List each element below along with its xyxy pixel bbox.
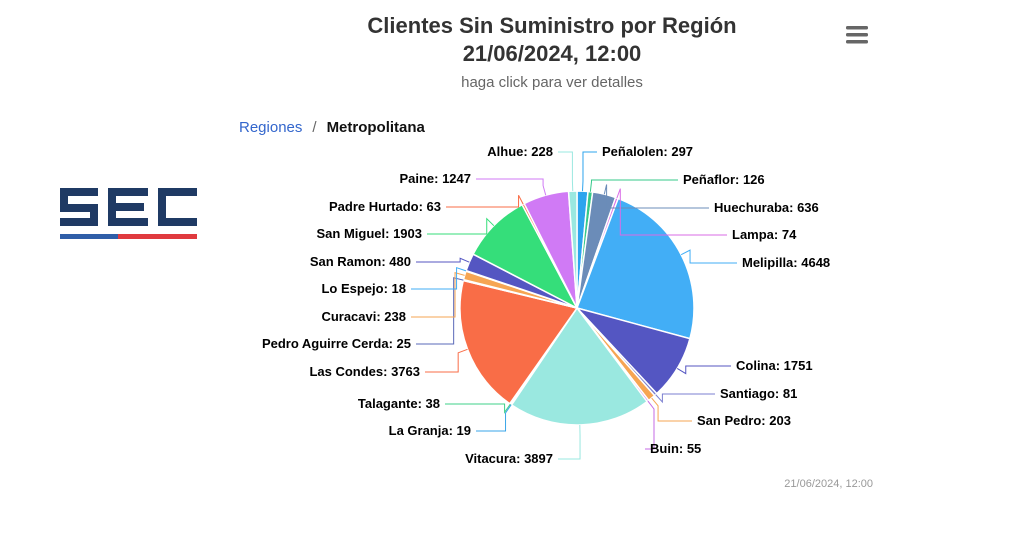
data-label-penaflor: Peñaflor: 126 <box>683 172 765 187</box>
connector-buin <box>645 400 655 450</box>
data-label-pedro-aguirre-cerda: Pedro Aguirre Cerda: 25 <box>262 336 411 351</box>
data-label-padre-hurtado: Padre Hurtado: 63 <box>329 199 441 214</box>
chart-timestamp: 21/06/2024, 12:00 <box>784 478 873 490</box>
connector-penalolen <box>582 151 597 192</box>
chart-menu-button[interactable] <box>840 20 874 50</box>
connector-alhue <box>558 151 574 192</box>
connector-paine <box>476 178 547 196</box>
chart-title: Clientes Sin Suministro por Región 21/06… <box>300 12 804 68</box>
data-label-talagante: Talagante: 38 <box>358 396 440 411</box>
connector-colina <box>676 365 731 375</box>
chart-title-line2: 21/06/2024, 12:00 <box>462 41 642 66</box>
chart-title-line1: Clientes Sin Suministro por Región <box>367 13 737 38</box>
data-label-lo-espejo: Lo Espejo: 18 <box>321 281 406 296</box>
breadcrumb-current: Metropolitana <box>326 119 425 136</box>
data-label-melipilla: Melipilla: 4648 <box>742 255 830 270</box>
connector-san-pedro <box>651 397 692 422</box>
data-label-san-miguel: San Miguel: 1903 <box>317 226 422 241</box>
pie-slice-vitacura[interactable] <box>510 306 649 426</box>
pie-slice-las-condes[interactable] <box>459 279 579 405</box>
data-label-san-ramon: San Ramon: 480 <box>310 254 411 269</box>
data-label-santiago: Santiago: 81 <box>720 386 797 401</box>
connector-lo-espejo <box>411 266 467 290</box>
connector-san-ramon <box>416 257 470 263</box>
sec-logo <box>60 188 197 239</box>
data-label-curacavi: Curacavi: 238 <box>321 309 406 324</box>
chart-subtitle: haga click para ver detalles <box>461 74 643 91</box>
connector-la-granja <box>476 404 512 432</box>
connector-santiago <box>655 393 715 404</box>
connector-curacavi <box>411 271 465 318</box>
data-label-lampa: Lampa: 74 <box>732 227 797 242</box>
connector-san-miguel <box>427 217 495 235</box>
connector-huechuraba <box>603 184 709 209</box>
breadcrumb-regiones-link[interactable]: Regiones <box>239 119 303 136</box>
connector-vitacura <box>558 424 581 460</box>
breadcrumb-separator: / <box>312 119 317 136</box>
connector-talagante <box>445 403 511 414</box>
connector-melipilla <box>680 249 737 264</box>
data-label-vitacura: Vitacura: 3897 <box>465 451 553 466</box>
data-label-la-granja: La Granja: 19 <box>389 423 471 438</box>
data-label-san-pedro: San Pedro: 203 <box>697 413 791 428</box>
data-label-huechuraba: Huechuraba: 636 <box>714 200 819 215</box>
data-label-las-condes: Las Condes: 3763 <box>309 364 420 379</box>
pie-slice-melipilla[interactable] <box>576 197 695 340</box>
connector-penaflor <box>589 179 678 192</box>
data-label-colina: Colina: 1751 <box>736 358 813 373</box>
data-label-buin: Buin: 55 <box>650 441 701 456</box>
data-label-paine: Paine: 1247 <box>399 171 471 186</box>
data-label-penalolen: Peñalolen: 297 <box>602 144 693 159</box>
connector-lampa <box>616 188 727 236</box>
hamburger-menu-icon <box>846 26 868 44</box>
data-label-alhue: Alhue: 228 <box>487 144 553 159</box>
connector-pedro-aguirre-cerda <box>416 277 464 345</box>
connector-las-condes <box>425 348 468 373</box>
breadcrumb: Regiones / Metropolitana <box>239 119 425 136</box>
connector-padre-hurtado <box>446 195 524 208</box>
